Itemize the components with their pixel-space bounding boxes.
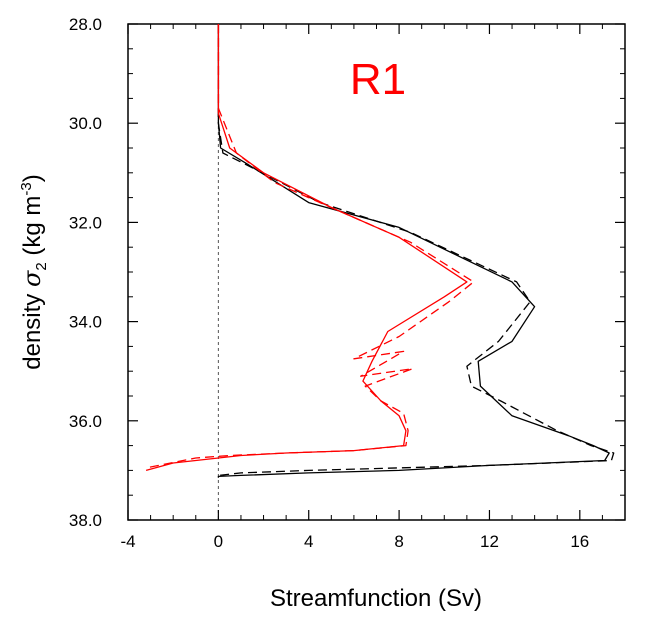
y-tick-label: 38.0 <box>69 511 102 530</box>
y-axis-title: density σ2 (kg m-3) <box>18 174 50 369</box>
y-tick-label: 36.0 <box>69 412 102 431</box>
axis-ticks: -4 0 4 8 12 16 28.0 30.0 32.0 34.0 36.0 38.0 <box>69 15 625 551</box>
panel-label: R1 <box>350 55 406 104</box>
x-tick-label: 4 <box>304 532 313 551</box>
red-dashed-series-line <box>145 24 475 469</box>
x-tick-label: 8 <box>394 532 403 551</box>
x-tick-label: -4 <box>120 532 135 551</box>
y-tick-label: 32.0 <box>69 213 102 232</box>
x-tick-label: 0 <box>214 532 223 551</box>
black-solid-series-line <box>217 24 610 478</box>
series-layer <box>145 24 615 478</box>
y-tick-label: 28.0 <box>69 15 102 34</box>
x-axis-title: Streamfunction (Sv) <box>270 585 482 612</box>
y-tick-label: 34.0 <box>69 313 102 332</box>
black-dashed-series-line <box>217 24 615 477</box>
y-tick-label: 30.0 <box>69 114 102 133</box>
x-tick-label: 16 <box>570 532 589 551</box>
x-tick-label: 12 <box>480 532 499 551</box>
